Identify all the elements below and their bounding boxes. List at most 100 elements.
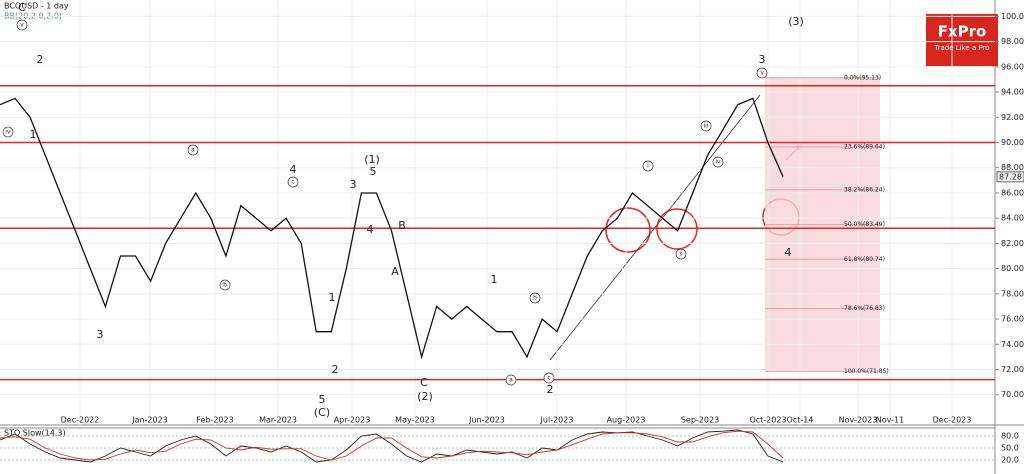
trend-line xyxy=(549,94,761,361)
wave-label: 2 xyxy=(332,363,339,376)
wave-label: 4 xyxy=(367,223,374,236)
y-tick-label: 82.00 xyxy=(1001,239,1024,248)
x-tick-label: Nov-2023 xyxy=(839,416,878,425)
wave-label: B xyxy=(398,219,406,232)
y-tick-label: 86.00 xyxy=(1001,188,1024,197)
y-tick-label: 76.00 xyxy=(1001,315,1024,324)
highlight-circle xyxy=(605,207,651,253)
y-tick-label: 84.00 xyxy=(1001,214,1024,223)
wave-label: c xyxy=(291,179,294,186)
wave-label: C xyxy=(18,1,26,14)
wave-circle xyxy=(2,126,14,138)
wave-circle xyxy=(287,176,299,188)
wave-label: 3 xyxy=(759,53,766,66)
wave-label: 2 xyxy=(547,383,554,396)
y-tick-label: 50.0 xyxy=(1001,444,1019,453)
wave-label: iv xyxy=(715,159,721,166)
x-tick-label: Nov-11 xyxy=(876,416,904,425)
wave-circle xyxy=(712,156,724,168)
wave-circle xyxy=(16,19,28,31)
panel-title: STO Slow(14,3) xyxy=(4,429,66,438)
wave-label: (1) xyxy=(364,153,380,166)
wave-label: a xyxy=(509,377,513,384)
x-tick-label: Mar-2023 xyxy=(259,416,297,425)
wave-label: v xyxy=(20,22,24,29)
y-tick-label: 100.00 xyxy=(1001,12,1024,21)
wave-label: b xyxy=(533,295,537,302)
fib-label: 23.6%(89.64) xyxy=(844,144,885,151)
y-tick-label: 92.00 xyxy=(1001,113,1024,122)
y-tick-label: 94.00 xyxy=(1001,88,1024,97)
wave-label: 1 xyxy=(30,128,37,141)
x-tick-label: Oct-2023 xyxy=(749,416,786,425)
x-tick-label: Jan-2023 xyxy=(131,416,168,425)
y-tick-label: 96.00 xyxy=(1001,62,1024,71)
fib-label: 61.8%(80.74) xyxy=(844,256,885,263)
last-price-label: 87.28 xyxy=(999,172,1022,181)
wave-label: 5 xyxy=(319,393,326,406)
wave-circle xyxy=(700,120,712,132)
x-tick-label: Oct-14 xyxy=(787,416,814,425)
price-line xyxy=(0,97,784,360)
logo xyxy=(926,14,998,66)
y-tick-label: 98.00 xyxy=(1001,37,1024,46)
wave-label: 3 xyxy=(350,178,357,191)
x-tick-label: May-2023 xyxy=(395,416,435,425)
wave-label: iii xyxy=(703,123,708,130)
y-tick-label: 72.00 xyxy=(1001,365,1024,374)
y-tick-label: 80.00 xyxy=(1001,264,1024,273)
wave-circle xyxy=(675,248,687,260)
fib-label: 50.0%(83.49) xyxy=(844,221,885,228)
wave-label: (C) xyxy=(314,406,330,419)
y-tick-label: 78.00 xyxy=(1001,289,1024,298)
wave-label: 2 xyxy=(37,53,44,66)
wave-label: iv xyxy=(5,129,11,136)
x-tick-label: Apr-2023 xyxy=(334,416,371,425)
y-tick-label: 74.00 xyxy=(1001,340,1024,349)
wave-label: 3 xyxy=(97,328,104,341)
price-line xyxy=(0,430,784,461)
wave-label: ii xyxy=(679,251,683,258)
wave-label: (2) xyxy=(417,390,433,403)
wave-label: a xyxy=(191,147,195,154)
wave-label: (3) xyxy=(788,15,804,28)
y-tick-label: 70.00 xyxy=(1001,390,1024,399)
wave-circle xyxy=(529,292,541,304)
x-tick-label: Jul-2023 xyxy=(540,416,574,425)
wave-circle xyxy=(219,279,231,291)
last-price-box xyxy=(996,171,1024,183)
price-line xyxy=(0,429,784,463)
x-tick-label: Sep-2023 xyxy=(681,416,719,425)
wave-label: C xyxy=(420,376,428,389)
fib-label: 38.2%(86.24) xyxy=(844,186,885,193)
y-tick-label: 20.0 xyxy=(1001,456,1019,465)
y-tick-label: 90.00 xyxy=(1001,138,1024,147)
wave-label: 4 xyxy=(290,163,297,176)
wave-label: 1 xyxy=(491,273,498,286)
y-tick-label: 80.0 xyxy=(1001,432,1019,441)
wave-label: v xyxy=(760,70,764,77)
wave-label: 4 xyxy=(785,246,792,259)
wave-circle xyxy=(187,144,199,156)
x-tick-label: Dec-2023 xyxy=(933,416,972,425)
wave-circle xyxy=(543,372,555,384)
x-tick-label: Aug-2023 xyxy=(607,416,646,425)
fib-label: 100.0%(71.85) xyxy=(844,368,889,375)
fib-label: 0.0%(95.13) xyxy=(844,74,881,81)
fib-label: 78.6%(76.83) xyxy=(844,305,885,312)
y-tick-label: 88.00 xyxy=(1001,163,1024,172)
wave-label: b xyxy=(223,282,227,289)
wave-circle xyxy=(756,67,768,79)
wave-label: 5 xyxy=(370,165,377,178)
chart-title: BCOUSD - 1 day xyxy=(4,2,69,11)
wave-label: 1 xyxy=(329,291,336,304)
logo-tagline: Trade Like a Pro xyxy=(933,44,989,52)
x-tick-label: Jun-2023 xyxy=(468,416,505,425)
wave-circle xyxy=(505,374,517,386)
wave-label: A xyxy=(391,265,399,278)
wave-circle xyxy=(642,160,654,172)
logo-name: FxPro xyxy=(938,23,987,41)
x-tick-label: Feb-2023 xyxy=(196,416,233,425)
